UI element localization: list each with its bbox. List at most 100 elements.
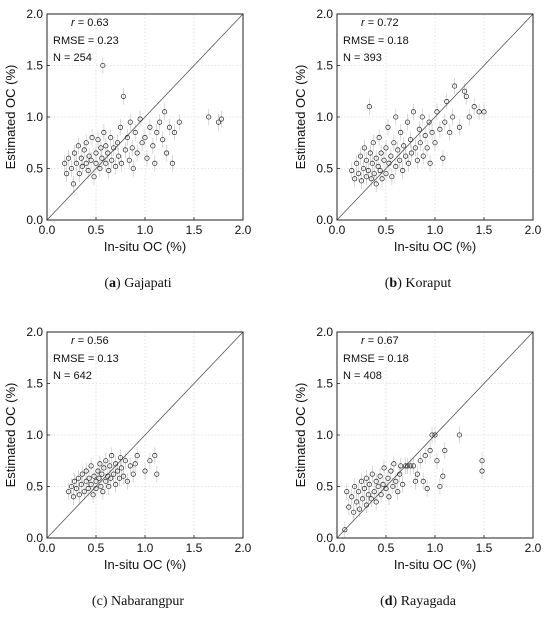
data-point <box>416 126 422 132</box>
y-tick-label: 1.5 <box>316 377 333 391</box>
data-point <box>397 157 403 163</box>
y-tick-label: 2.0 <box>26 7 43 21</box>
data-point <box>95 137 101 143</box>
data-point <box>357 153 364 159</box>
data-point <box>99 471 105 477</box>
x-axis-label: In-situ OC (%) <box>394 557 476 572</box>
data-point <box>393 478 399 484</box>
data-point <box>162 109 168 115</box>
data-point <box>407 137 414 143</box>
x-tick-label: 1.0 <box>137 223 154 237</box>
data-point <box>395 147 401 153</box>
data-point <box>157 119 163 125</box>
data-point <box>68 165 75 172</box>
data-point <box>429 432 435 438</box>
data-point <box>414 157 420 163</box>
data-point <box>365 492 371 498</box>
data-point <box>62 160 68 166</box>
data-point <box>86 475 92 481</box>
caption-c-text: Nabarangpur <box>110 594 185 609</box>
data-point <box>91 174 97 180</box>
data-point <box>476 109 482 115</box>
data-point <box>126 157 132 163</box>
y-tick-label: 0.0 <box>316 531 333 545</box>
data-point <box>361 486 367 492</box>
y-axis-label: Estimated OC (%) <box>293 383 308 488</box>
x-tick-label: 0.0 <box>39 223 56 237</box>
data-point <box>127 119 133 125</box>
x-tick-label: 2.0 <box>525 541 542 555</box>
caption-d-text: Rayagada <box>400 594 456 609</box>
data-point <box>100 489 106 495</box>
stat-r-value: = 0.72 <box>365 17 399 29</box>
data-point <box>440 473 446 479</box>
data-point <box>370 140 376 146</box>
data-point <box>122 147 128 153</box>
data-point <box>91 473 97 479</box>
data-point <box>115 468 121 474</box>
data-point <box>381 157 387 163</box>
data-point <box>420 153 426 159</box>
data-point <box>166 124 173 130</box>
stat-n: N = 393 <box>343 52 382 64</box>
data-point <box>429 129 435 136</box>
data-point <box>366 104 372 110</box>
data-point <box>375 163 381 169</box>
data-point <box>410 463 416 469</box>
data-point <box>400 481 406 487</box>
data-point <box>391 461 397 467</box>
y-tick-label: 1.0 <box>316 428 333 442</box>
data-point <box>373 478 379 484</box>
y-tick-label: 2.0 <box>316 7 333 21</box>
data-point <box>401 143 407 149</box>
caption-c-letter: c <box>96 594 103 609</box>
x-tick-label: 1.5 <box>186 223 203 237</box>
stat-r-value: = 0.67 <box>365 335 399 347</box>
data-point <box>369 160 375 166</box>
y-tick-label: 0.5 <box>316 162 333 176</box>
stat-rmse: RMSE = 0.13 <box>53 353 119 365</box>
data-point <box>127 463 133 469</box>
data-point <box>147 458 153 464</box>
data-point <box>363 475 369 481</box>
data-point <box>450 114 456 120</box>
data-point <box>349 494 355 500</box>
caption-a-letter: a <box>109 276 117 291</box>
x-tick-label: 2.0 <box>235 541 252 555</box>
data-point <box>424 486 430 492</box>
data-point <box>383 486 389 492</box>
y-tick-label: 0.0 <box>26 213 43 227</box>
data-point <box>419 114 425 120</box>
data-point <box>101 129 107 136</box>
data-point <box>68 483 75 490</box>
data-point <box>414 471 420 477</box>
data-point <box>376 135 382 141</box>
data-point <box>405 119 411 125</box>
data-point <box>134 150 140 156</box>
one-to-one-line <box>336 331 534 539</box>
panel-b: 0.0 0.5 1.0 1.5 2.0 0.0 0.5 1.0 1.5 2.0 In-situ OC… <box>293 7 542 254</box>
data-point <box>356 171 362 177</box>
data-point <box>352 176 358 182</box>
stat-r-value: = 0.63 <box>75 17 109 29</box>
data-point <box>130 471 136 477</box>
data-point <box>96 475 102 481</box>
x-tick-label: 1.5 <box>186 541 203 555</box>
data-point <box>367 150 373 156</box>
y-axis-label: Estimated OC (%) <box>3 383 18 488</box>
data-point <box>105 150 111 156</box>
data-point <box>361 145 367 151</box>
y-tick-label: 0.5 <box>26 162 43 176</box>
data-point <box>398 129 404 136</box>
data-point <box>463 93 469 99</box>
data-point <box>393 163 399 169</box>
data-point <box>471 104 477 110</box>
data-point <box>442 119 448 125</box>
data-point <box>388 153 394 159</box>
caption-b-letter: b <box>389 276 398 291</box>
stat-rmse: RMSE = 0.18 <box>343 35 409 47</box>
data-point <box>111 145 117 151</box>
data-point <box>360 165 367 172</box>
data-point <box>377 168 383 174</box>
data-point <box>403 153 409 159</box>
